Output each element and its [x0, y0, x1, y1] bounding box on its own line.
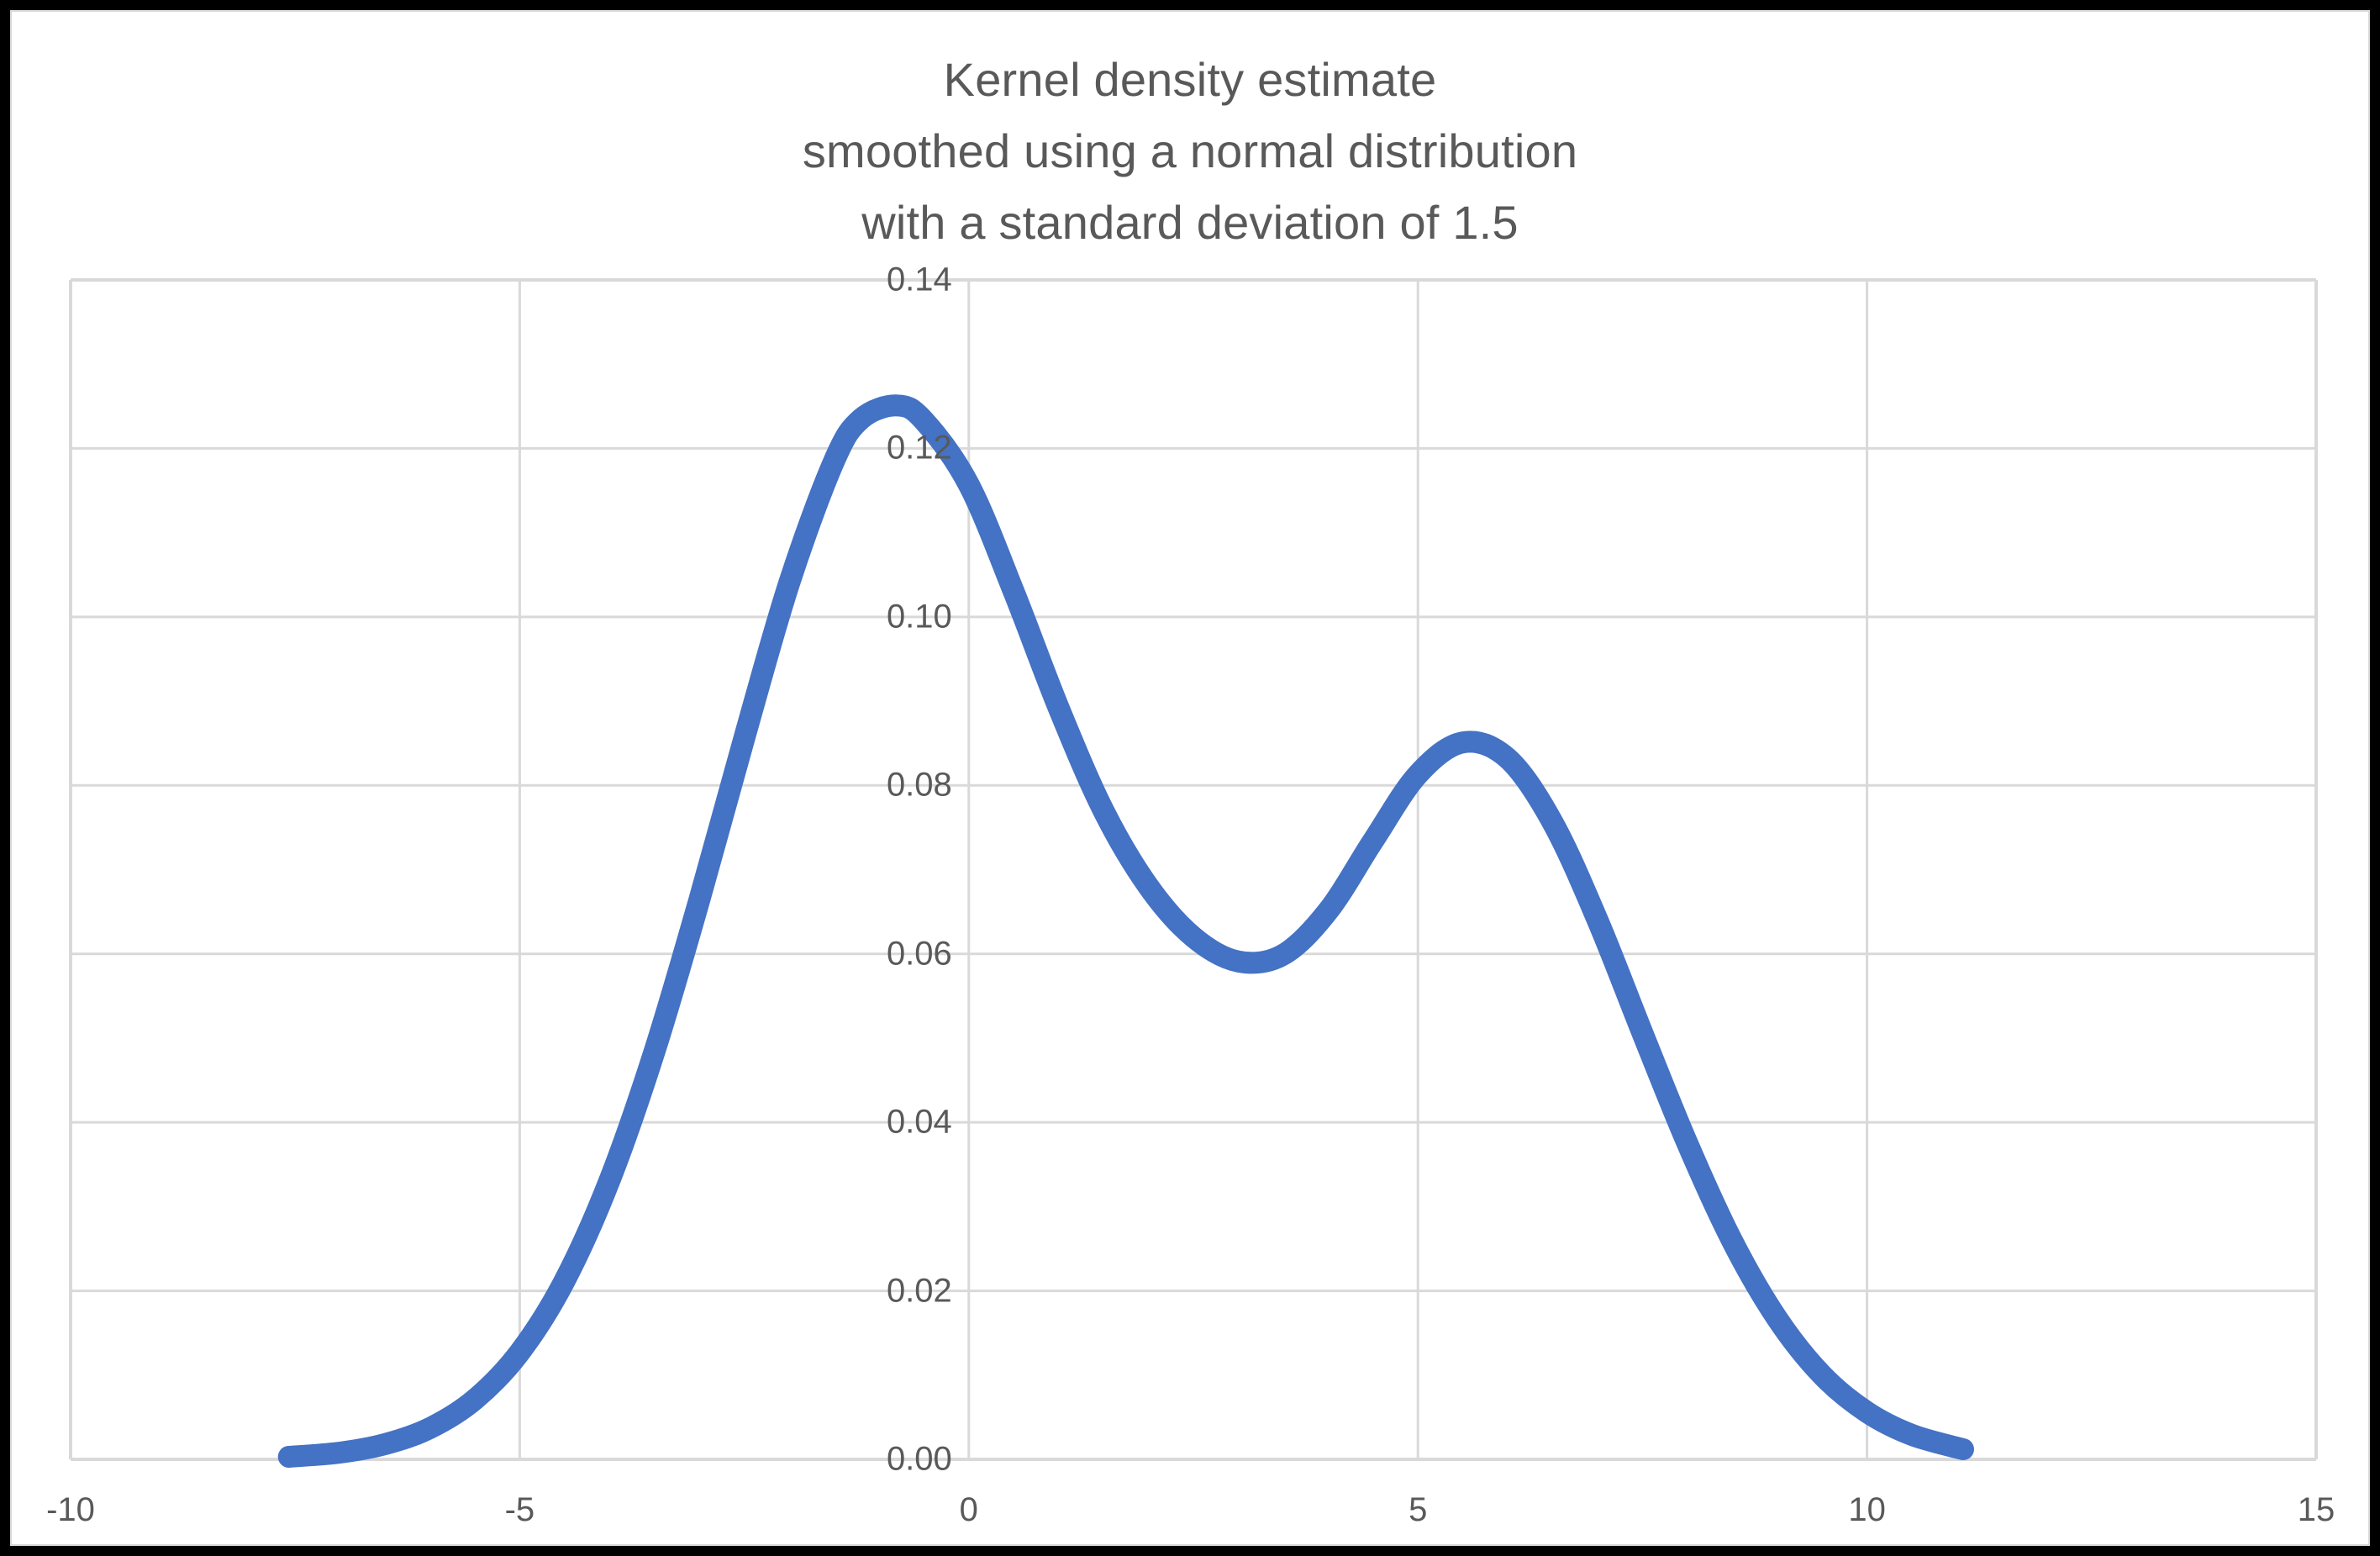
- x-axis-tick-label: 0: [959, 1491, 978, 1528]
- kde-curve[interactable]: [277, 394, 1974, 1468]
- chart-container[interactable]: Kernel density estimate smoothed using a…: [10, 10, 2370, 1546]
- chart-title-line-2: smoothed using a normal distribution: [802, 124, 1578, 178]
- y-axis-tick-label: 0.04: [886, 1103, 952, 1141]
- chart-title-line-3: with a standard deviation of 1.5: [861, 196, 1519, 250]
- y-axis-tick-label: 0.00: [886, 1440, 952, 1478]
- chart-title: Kernel density estimate smoothed using a…: [12, 44, 2368, 258]
- vertical-gridlines: [69, 280, 2318, 1459]
- y-axis-tick-label: 0.08: [886, 766, 952, 804]
- x-axis-tick-label: 5: [1409, 1491, 1428, 1528]
- horizontal-gridlines: [71, 278, 2316, 1461]
- x-axis-tick-label: -10: [46, 1491, 95, 1528]
- y-axis-tick-label: 0.02: [886, 1272, 952, 1310]
- x-axis-tick-label: -5: [504, 1491, 535, 1528]
- plot-area[interactable]: [12, 12, 2372, 1548]
- y-axis-tick-label: 0.14: [886, 261, 952, 298]
- chart-title-line-1: Kernel density estimate: [943, 53, 1437, 106]
- x-axis-tick-label: 15: [2297, 1491, 2335, 1528]
- x-axis-tick-label: 10: [1848, 1491, 1886, 1528]
- y-axis-tick-label: 0.10: [886, 598, 952, 636]
- y-axis-tick-label: 0.12: [886, 429, 952, 467]
- y-axis-tick-label: 0.06: [886, 935, 952, 973]
